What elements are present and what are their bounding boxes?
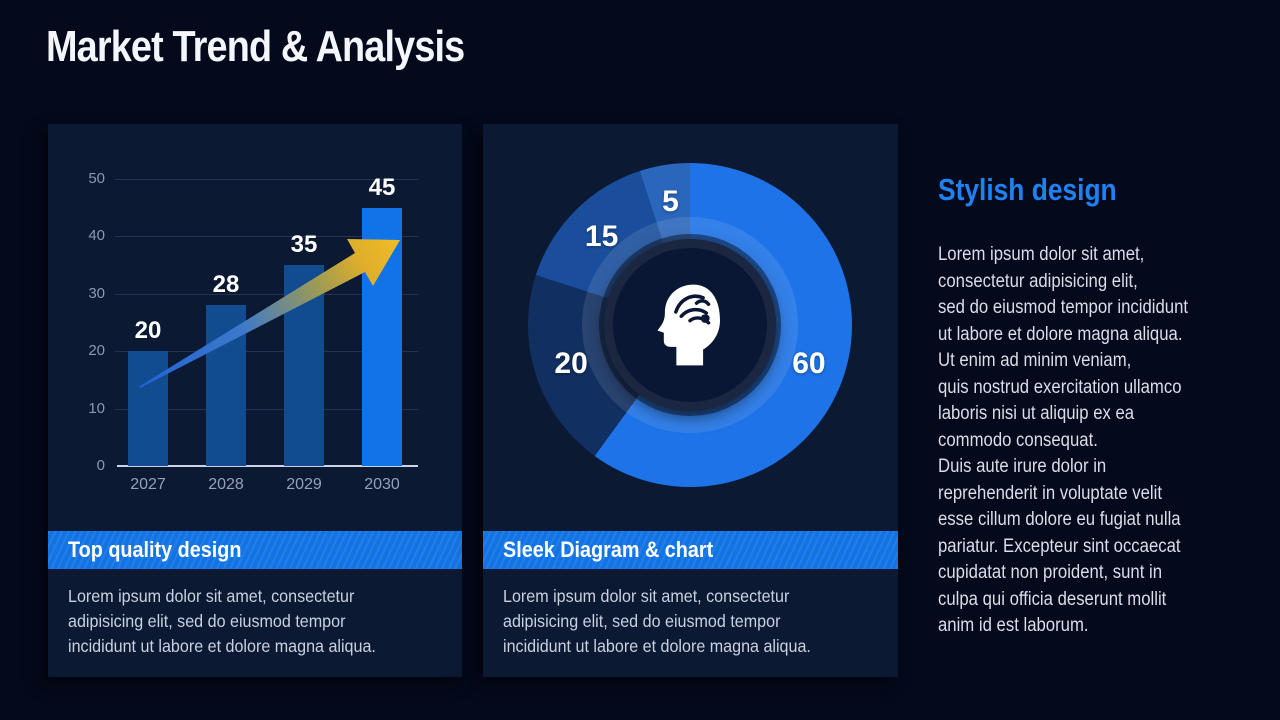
card-body-text: Lorem ipsum dolor sit amet, consectetur … [503, 586, 811, 656]
card-banner: Sleek Diagram & chart [483, 531, 898, 569]
aside-heading: Stylish design [938, 172, 1117, 207]
card-banner: Top quality design [48, 531, 462, 569]
x-axis-tick: 2030 [364, 476, 400, 493]
aside-body-text: Lorem ipsum dolor sit amet, consectetur … [938, 244, 1189, 636]
bar-2027 [128, 351, 168, 466]
gridline [115, 236, 418, 238]
bar-value-label: 28 [212, 271, 240, 299]
donut-center [604, 239, 776, 411]
gridline [115, 351, 418, 353]
head-brain-icon [657, 284, 720, 366]
slide-title: Market Trend & Analysis [46, 22, 532, 72]
x-axis-tick: 2029 [286, 476, 322, 493]
donut-segment-label: 15 [584, 219, 619, 253]
card-title: Sleek Diagram & chart [503, 537, 714, 562]
bar-value-label: 45 [368, 173, 396, 201]
y-axis-tick: 30 [88, 284, 105, 302]
y-axis-tick: 50 [88, 170, 105, 187]
trend-arrow-icon [140, 239, 400, 388]
slide-title-text: Market Trend & Analysis [46, 22, 465, 71]
gridline [115, 293, 418, 295]
donut-chart-card: 60 20 15 5 Sleek Diagram & chart Lorem ipsu… [483, 124, 898, 677]
bar-chart-card: 0 10 20 30 40 50 20 2027 28 2028 35 2029 45 2030 Top … [48, 124, 462, 677]
donut-segment-label: 5 [662, 184, 679, 218]
x-axis-line [117, 465, 418, 467]
bar-value-label: 20 [134, 317, 162, 345]
donut-chart: 60 20 15 5 [528, 163, 852, 487]
y-axis-tick: 10 [88, 399, 105, 417]
card-title: Top quality design [68, 537, 242, 562]
y-axis-tick: 40 [88, 227, 105, 245]
y-axis-tick: 20 [88, 342, 105, 360]
gridline [115, 408, 418, 410]
bar-chart-plot: 0 10 20 30 40 50 20 2027 28 2028 35 2029 45 2030 [88, 170, 418, 493]
bar-value-label: 35 [290, 231, 318, 259]
card-body-text: Lorem ipsum dolor sit amet, consectetur … [68, 586, 376, 656]
gridline [115, 179, 418, 180]
x-axis-tick: 2027 [130, 476, 166, 493]
donut-segment-label: 20 [554, 346, 588, 380]
y-axis-tick: 0 [96, 457, 105, 474]
donut-segment-label: 60 [792, 346, 826, 380]
aside-section: Stylish design Lorem ipsum dolor sit ame… [938, 172, 1258, 640]
x-axis-tick: 2028 [208, 476, 244, 493]
